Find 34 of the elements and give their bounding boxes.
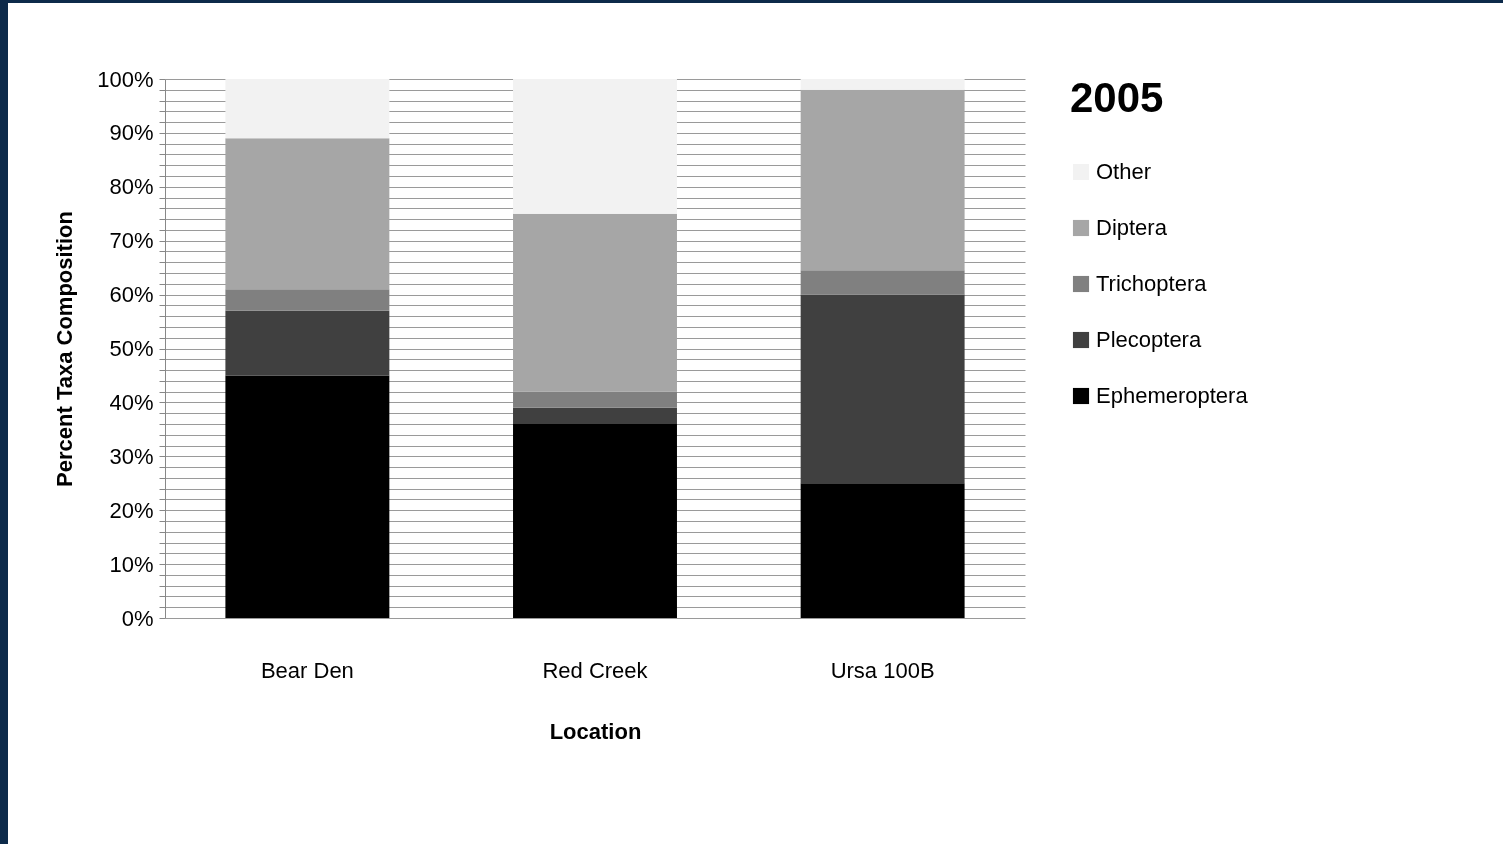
y-tick-label: 100% <box>97 66 154 92</box>
y-tick-label: 30% <box>109 443 154 469</box>
y-tick-label: 10% <box>109 551 154 577</box>
y-tick-label: 90% <box>109 120 154 146</box>
legend-label: Other <box>1096 159 1152 184</box>
bar <box>800 294 965 484</box>
bar <box>225 79 390 139</box>
y-tick-label: 0% <box>121 605 154 631</box>
bar <box>225 375 390 618</box>
x-tick-label: Bear Den <box>260 657 354 683</box>
y-tick-label: 50% <box>109 336 154 361</box>
legend-label: Trichoptera <box>1096 271 1208 296</box>
y-tick-label: 20% <box>109 497 154 523</box>
legend-label: Plecoptera <box>1096 327 1202 352</box>
y-tick-label: 80% <box>109 174 154 200</box>
legend-title: 2005 <box>1070 74 1164 121</box>
legend-label: Ephemeroptera <box>1096 383 1249 408</box>
bar <box>800 79 965 90</box>
legend-label: Diptera <box>1096 215 1168 240</box>
x-tick-label: Ursa 100B <box>830 657 935 683</box>
bar <box>225 289 390 311</box>
bar <box>513 407 677 424</box>
x-tick-label: Red Creek <box>542 657 649 683</box>
bar <box>800 270 965 295</box>
x-axis-title: Location <box>549 718 642 744</box>
bar <box>513 79 677 214</box>
y-tick-label: 40% <box>109 389 154 415</box>
bar <box>225 310 390 376</box>
y-tick-label: 70% <box>109 228 154 254</box>
bar <box>800 483 965 618</box>
bar <box>513 423 677 618</box>
bar <box>513 391 677 408</box>
y-axis-title: Percent Taxa Composition <box>52 211 78 487</box>
y-tick-label: 60% <box>109 282 154 308</box>
